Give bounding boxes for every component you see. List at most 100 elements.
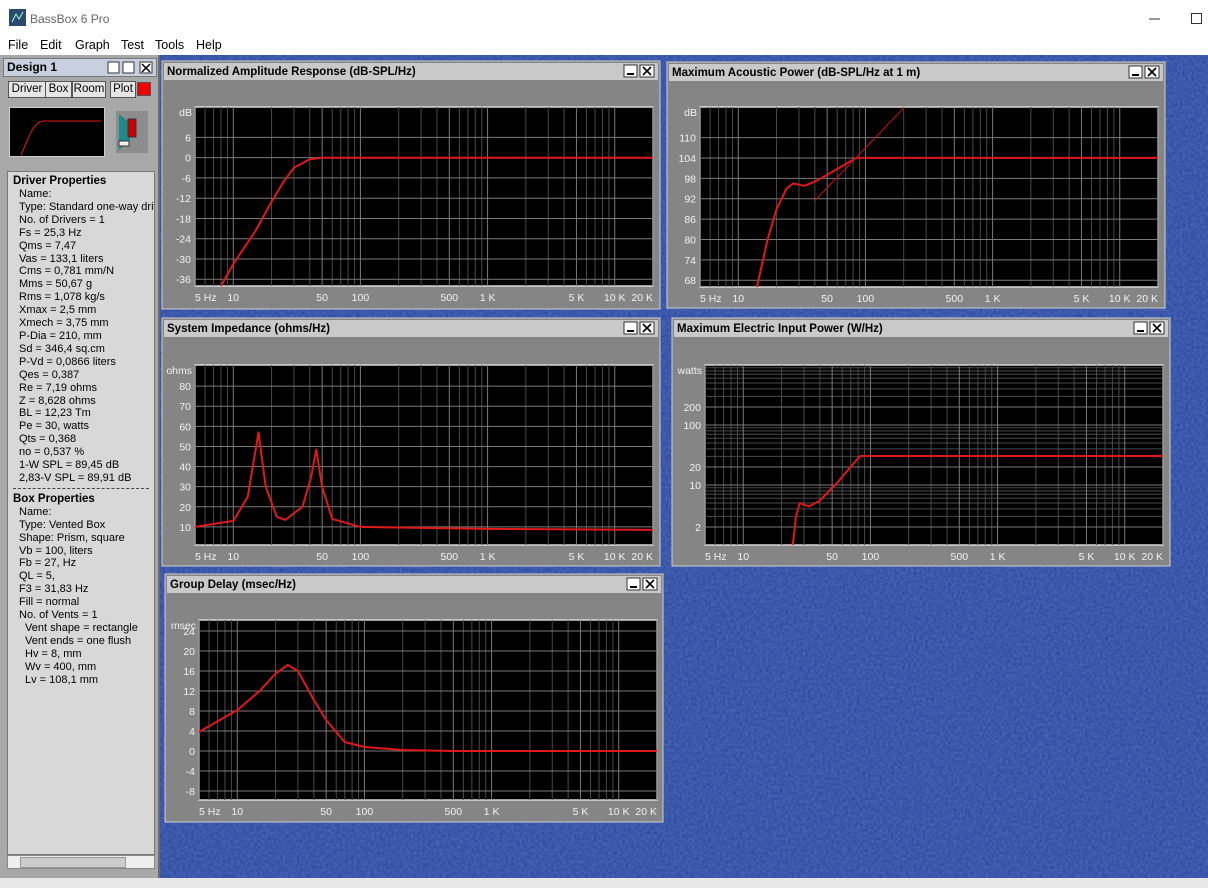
x-tick-label: 1 K	[990, 551, 1006, 563]
property-line: P-Dia = 210, mm	[19, 329, 102, 342]
title-bar: BassBox 6 Pro	[0, 0, 1208, 36]
y-tick-label: 104	[678, 153, 696, 165]
x-tick-label: 20 K	[1136, 293, 1158, 305]
x-tick-label: 10 K	[608, 806, 630, 818]
menu-item[interactable]: Test	[121, 38, 144, 52]
y-tick-label: -30	[176, 254, 191, 266]
design-button[interactable]: Box	[45, 81, 72, 98]
property-line: P-Vd = 0,0866 liters	[19, 355, 116, 368]
property-line: Fill = normal	[19, 596, 80, 609]
minimize-button[interactable]	[1148, 12, 1162, 26]
menu-item[interactable]: Tools	[155, 38, 185, 52]
y-tick-label: 10	[179, 522, 191, 534]
design-title: Design 1	[7, 60, 58, 74]
status-bar	[0, 878, 1208, 888]
y-axis-unit: dB	[684, 107, 697, 119]
vent-line: Lv = 108,1 mm	[25, 673, 99, 686]
design-button[interactable]: Plot	[110, 81, 136, 98]
x-tick-label: 1 K	[484, 806, 500, 818]
property-line: Xmech = 3,75 mm	[19, 317, 109, 330]
curve	[814, 107, 905, 202]
minimize-button[interactable]	[1128, 65, 1143, 79]
y-tick-label: 100	[683, 420, 701, 432]
close-glyph	[645, 579, 655, 589]
vent-line: Vent ends = one flush	[25, 634, 132, 647]
plot-area	[194, 364, 654, 546]
x-tick-label: 5 Hz	[705, 551, 727, 563]
vent-line: Hv = 8, mm	[25, 647, 82, 660]
design-button[interactable]: Driver	[8, 81, 46, 98]
design-button[interactable]: Room	[72, 81, 106, 98]
x-tick-label: 500	[946, 293, 964, 305]
chart-window: Maximum Acoustic Power (dB-SPL/Hz at 1 m…	[666, 61, 1166, 309]
y-tick-label: -18	[176, 213, 191, 225]
x-tick-label: 5 Hz	[195, 292, 217, 304]
property-line: Qts = 0,368	[19, 433, 77, 446]
y-tick-label: -8	[186, 786, 195, 798]
minimize-button[interactable]	[1133, 321, 1148, 335]
y-tick-label: 80	[684, 234, 696, 246]
app-title: BassBox 6 Pro	[30, 12, 110, 26]
property-line: No. of Vents = 1	[19, 609, 98, 622]
x-tick-label: 100	[857, 293, 875, 305]
x-tick-label: 500	[441, 292, 459, 304]
menu-item[interactable]: Edit	[40, 38, 62, 52]
y-tick-label: 4	[189, 726, 195, 738]
x-tick-label: 10 K	[604, 551, 626, 563]
y-tick-label: 20	[183, 646, 195, 658]
y-tick-label: 10	[689, 480, 701, 492]
y-tick-label: 98	[684, 173, 696, 185]
x-tick-label: 500	[445, 806, 463, 818]
x-tick-label: 20 K	[1141, 551, 1163, 563]
y-tick-label: 60	[179, 421, 191, 433]
thumbnail[interactable]	[9, 107, 105, 157]
y-tick-label: 110	[679, 133, 696, 145]
property-line: Z = 8,628 ohms	[19, 394, 96, 407]
minimize-button[interactable]	[626, 577, 641, 591]
property-line: Sd = 346,4 sq.cm	[19, 342, 105, 355]
x-tick-label: 5 Hz	[199, 806, 221, 818]
x-tick-label: 500	[951, 551, 969, 563]
menu-item[interactable]: File	[8, 38, 29, 52]
property-line: QL = 5,	[19, 570, 55, 583]
x-tick-label: 10	[737, 551, 749, 563]
plot-color[interactable]	[137, 82, 151, 96]
chart-title: Normalized Amplitude Response (dB-SPL/Hz…	[167, 66, 416, 78]
x-tick-label: 5 Hz	[195, 551, 217, 563]
y-tick-label: -12	[176, 193, 191, 205]
x-tick-label: 5 K	[569, 551, 585, 563]
window-title-bar	[167, 576, 661, 593]
menu-bar: File Edit Graph Test Tools Help	[0, 36, 1208, 55]
menu-item[interactable]: Help	[196, 38, 222, 52]
property-line: 2,83-V SPL = 89,91 dB	[19, 471, 132, 484]
maximize-button[interactable]	[1190, 12, 1204, 26]
property-line: Re = 7,19 ohms	[19, 381, 97, 394]
minimize-button[interactable]	[623, 64, 638, 78]
x-tick-label: 10 K	[604, 292, 626, 304]
y-axis-unit: ohms	[166, 365, 192, 377]
property-line: Rms = 1,078 kg/s	[19, 291, 105, 304]
y-tick-label: 8	[189, 706, 195, 718]
y-tick-label: 0	[185, 153, 191, 165]
design-window-buttons[interactable]	[107, 61, 155, 74]
window-title-bar	[674, 320, 1168, 337]
close-glyph	[642, 66, 652, 76]
y-tick-label: -36	[176, 274, 191, 286]
x-tick-label: 10	[231, 806, 243, 818]
section-heading: Driver Properties	[13, 175, 107, 187]
property-line: Fs = 25,3 Hz	[19, 226, 82, 239]
close-glyph	[642, 323, 652, 333]
x-tick-label: 10	[227, 292, 239, 304]
menu-item[interactable]: Graph	[75, 38, 110, 52]
x-tick-label: 1 K	[480, 292, 496, 304]
y-tick-label: 2	[695, 522, 701, 534]
window-title-bar	[164, 320, 658, 337]
chart-title: Maximum Electric Input Power (W/Hz)	[677, 323, 883, 335]
horizontal-scrollbar[interactable]	[7, 855, 155, 869]
x-tick-label: 100	[862, 551, 880, 563]
y-tick-label: 12	[183, 686, 195, 698]
speaker-icon[interactable]	[116, 111, 148, 153]
minimize-button[interactable]	[623, 321, 638, 335]
y-tick-label: -4	[186, 766, 195, 778]
x-tick-label: 10 K	[1109, 293, 1131, 305]
